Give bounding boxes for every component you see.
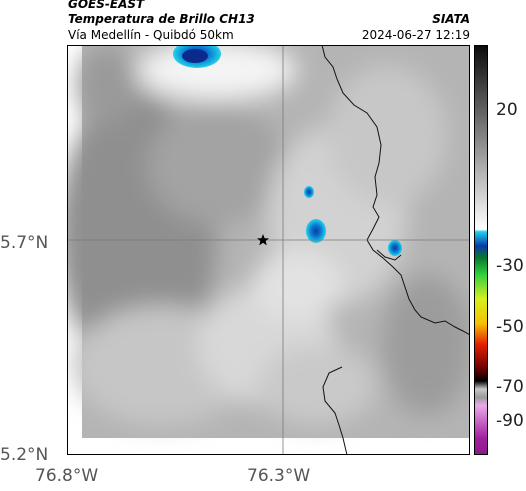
colorbar-tick-20: 20: [496, 100, 518, 120]
datetime-label: 2024-06-27 12:19: [361, 28, 470, 42]
lat-label-5-7: 5.7°N: [0, 233, 49, 253]
colorbar-tick-minus70: -70: [496, 377, 524, 397]
colorbar-tick-minus30: -30: [496, 256, 524, 276]
agency-label: SIATA: [432, 12, 470, 26]
lon-label-76-8: 76.8°W: [35, 466, 99, 486]
lon-label-76-3: 76.3°W: [247, 466, 311, 486]
satellite-map: [67, 45, 470, 455]
lat-label-5-2: 5.2°N: [0, 445, 49, 465]
colorbar: [474, 45, 488, 455]
satellite-title: GOES-EAST: [68, 0, 145, 11]
route-subtitle: Vía Medellín - Quibdó 50km: [68, 28, 234, 42]
colorbar-tick-minus90: -90: [496, 411, 524, 431]
colorbar-tick-minus50: -50: [496, 317, 524, 337]
star-icon: [257, 234, 269, 246]
product-title: Temperatura de Brillo CH13: [68, 12, 255, 26]
